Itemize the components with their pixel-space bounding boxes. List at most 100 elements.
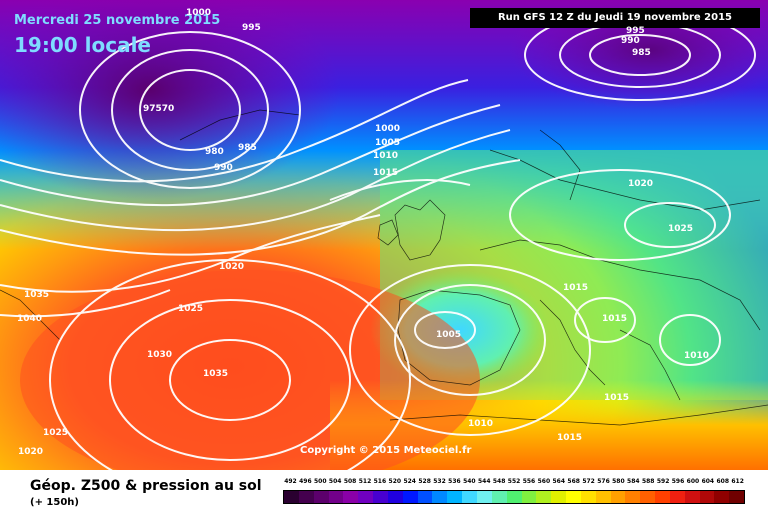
legend-value: 584 xyxy=(627,478,640,485)
legend-swatch xyxy=(506,491,522,503)
legend-value: 508 xyxy=(343,478,357,485)
legend-value: 588 xyxy=(641,478,655,485)
isobar-label: 1015 xyxy=(563,283,589,293)
legend-swatch xyxy=(580,491,596,503)
legend-swatch xyxy=(328,491,344,503)
isobar-label: 1015 xyxy=(557,433,583,443)
isobar-label: 985 xyxy=(238,143,257,153)
forecast-step: (+ 150h) xyxy=(30,497,79,508)
isobar-label: 1030 xyxy=(147,350,173,360)
isobar-label: 985 xyxy=(632,48,651,58)
isobar-label: 990 xyxy=(214,163,233,173)
legend-swatch xyxy=(313,491,329,503)
legend-swatch xyxy=(566,491,581,503)
legend-swatch xyxy=(699,491,715,503)
legend-value: 560 xyxy=(537,478,551,485)
legend-value: 544 xyxy=(477,478,491,485)
legend-value: 536 xyxy=(448,478,461,485)
legend-swatch xyxy=(387,491,403,503)
run-info: Run GFS 12 Z du Jeudi 19 novembre 2015 xyxy=(470,8,760,28)
map-canvas xyxy=(0,0,768,470)
legend-swatch xyxy=(417,491,433,503)
legend-swatches xyxy=(283,490,745,504)
isobar-label: 1010 xyxy=(684,351,710,361)
isobar-label: 1015 xyxy=(604,393,630,403)
legend-swatch xyxy=(669,491,685,503)
legend-value: 512 xyxy=(358,478,372,485)
legend-value: 572 xyxy=(582,478,595,485)
legend-swatch xyxy=(343,491,359,503)
legend-value: 556 xyxy=(522,478,536,485)
isobar-label: 1005 xyxy=(375,138,401,148)
legend-swatch xyxy=(298,491,314,503)
legend-swatch xyxy=(284,491,299,503)
legend-swatch xyxy=(462,491,477,503)
legend-value: 528 xyxy=(418,478,431,485)
legend-swatch xyxy=(432,491,448,503)
legend-value: 496 xyxy=(299,478,312,485)
legend-value: 492 xyxy=(284,478,297,485)
isobar-label: 1035 xyxy=(203,369,229,379)
legend-value: 576 xyxy=(597,478,610,485)
legend-swatch xyxy=(491,491,507,503)
isobar-label: 1035 xyxy=(24,290,50,300)
legend-value: 600 xyxy=(686,478,700,485)
legend-value: 516 xyxy=(373,478,387,485)
isobar-label: 97570 xyxy=(143,104,175,114)
legend-value: 580 xyxy=(612,478,625,485)
legend-swatch xyxy=(729,491,745,503)
legend-labels: 492 496 500 504 508 512 516 520 524 528 532 536 540 5… xyxy=(283,478,745,488)
isobar-label: 1000 xyxy=(186,8,212,18)
legend-swatch xyxy=(476,491,492,503)
isobar-label: 990 xyxy=(621,36,640,46)
legend-swatch xyxy=(358,491,374,503)
legend-swatch xyxy=(521,491,537,503)
forecast-date: Mercredi 25 novembre 2015 xyxy=(14,13,221,28)
isobar-label: 995 xyxy=(242,23,261,33)
legend-swatch xyxy=(551,491,567,503)
isobar-label: 1040 xyxy=(17,314,43,324)
legend-swatch xyxy=(684,491,700,503)
legend-value: 564 xyxy=(552,478,566,485)
legend-value: 592 xyxy=(656,478,670,485)
isobar-label: 995 xyxy=(626,26,645,36)
legend-swatch xyxy=(402,491,418,503)
legend-value: 552 xyxy=(507,478,521,485)
map-title: Géop. Z500 & pression au sol xyxy=(30,478,262,494)
isobar-label: 1015 xyxy=(373,168,399,178)
legend-swatch xyxy=(655,491,670,503)
isobar-label: 1020 xyxy=(18,447,44,457)
isobar-label: 1010 xyxy=(468,419,494,429)
legend-value: 520 xyxy=(388,478,402,485)
legend-swatch xyxy=(447,491,463,503)
legend-swatch xyxy=(610,491,626,503)
isobar-label: 1015 xyxy=(602,314,628,324)
isobar-label: 1025 xyxy=(178,304,204,314)
legend-value: 524 xyxy=(403,478,416,485)
isobar-label: 1020 xyxy=(628,179,654,189)
legend-swatch xyxy=(536,491,552,503)
isobar-label: 1025 xyxy=(43,428,69,438)
legend-value: 596 xyxy=(671,478,685,485)
copyright-notice: Copyright © 2015 Meteociel.fr xyxy=(300,445,472,456)
legend-swatch xyxy=(595,491,611,503)
legend-value: 504 xyxy=(328,478,342,485)
weather-map xyxy=(0,0,768,470)
legend-swatch xyxy=(640,491,656,503)
isobar-label: 1025 xyxy=(668,224,694,234)
legend-value: 540 xyxy=(463,478,476,485)
isobar-label: 1010 xyxy=(373,151,399,161)
isobar-label: 1000 xyxy=(375,124,401,134)
legend-value: 548 xyxy=(492,478,506,485)
forecast-time: 19:00 locale xyxy=(14,33,151,57)
isobar-label: 1005 xyxy=(436,330,462,340)
legend-swatch xyxy=(625,491,641,503)
legend-value: 608 xyxy=(716,478,729,485)
legend-value: 500 xyxy=(314,478,327,485)
legend-value: 612 xyxy=(731,478,744,485)
legend-value: 532 xyxy=(433,478,446,485)
legend-swatch xyxy=(373,491,388,503)
isobar-label: 980 xyxy=(205,147,224,157)
color-legend: 492 496 500 504 508 512 516 520 524 528 532 536 540 5… xyxy=(283,478,745,506)
legend-value: 604 xyxy=(701,478,715,485)
